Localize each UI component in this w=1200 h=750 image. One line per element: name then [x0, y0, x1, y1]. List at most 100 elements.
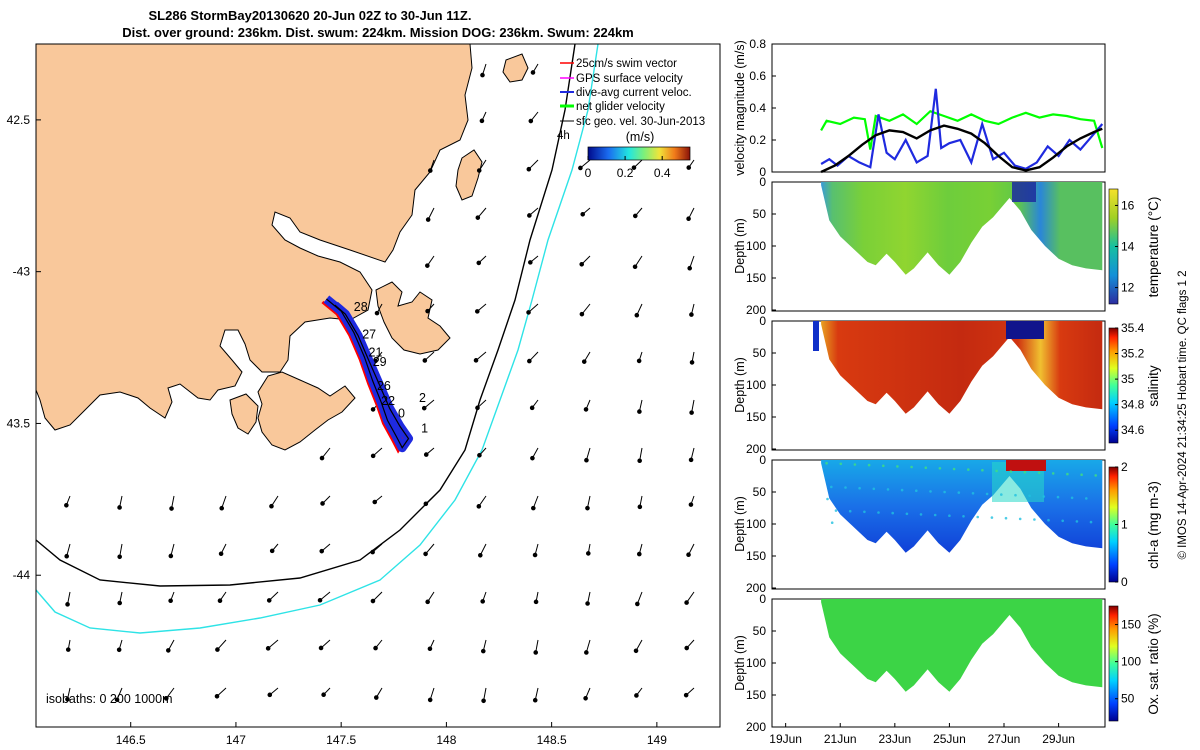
- map-xtick-label: 147: [226, 733, 246, 747]
- chl-speckle: [1018, 517, 1022, 521]
- velocity-ytick-label: 0: [759, 165, 766, 179]
- map-xtick-label: 147.5: [326, 733, 356, 747]
- depth-tick-label: 0: [759, 175, 766, 189]
- depth-tick-label: 150: [746, 688, 766, 702]
- day-label: 0: [398, 406, 405, 420]
- legend-swim: 25cm/s swim vector: [576, 58, 677, 70]
- salinity-colorbar-ticks: 34.6 34.8 35 35.2 35.4: [1115, 321, 1145, 437]
- sfc-vector-head: [688, 502, 694, 507]
- sfc-vector-head: [529, 405, 535, 411]
- chl-speckle: [1047, 518, 1050, 522]
- colorbar-tick-label: 150: [1121, 618, 1141, 632]
- sfc-vector-head: [373, 645, 378, 651]
- land-maria-island: [455, 149, 483, 201]
- chl-speckle: [971, 492, 975, 495]
- chl-speckle: [826, 497, 829, 501]
- chl-speckle: [891, 511, 894, 515]
- map-colorbar-ticks: 0 0.2 0.4: [585, 156, 671, 180]
- sfc-vector-head: [686, 165, 692, 170]
- chl-speckle: [844, 486, 847, 489]
- sfc-vector-head: [686, 216, 691, 222]
- depth-tick-label: 100: [746, 378, 766, 392]
- velocity-ytick-label: 0.4: [749, 101, 766, 115]
- map-ytick-label: -43: [13, 265, 31, 279]
- sfc-vector-head: [533, 599, 539, 605]
- sfc-vector-head: [687, 265, 692, 271]
- sfc-vector-head: [114, 697, 120, 703]
- chl-ylabel: Depth (m): [733, 496, 747, 552]
- sfc-vector-head: [421, 405, 427, 411]
- sfc-vector-head: [425, 308, 430, 314]
- chl-speckle: [938, 467, 942, 470]
- chl-speckle: [839, 462, 843, 466]
- sfc-vector-head: [584, 650, 589, 655]
- colorbar-tick-label: 34.8: [1121, 398, 1145, 412]
- sfc-vector-head: [476, 260, 482, 266]
- map-xtick-label: 148.5: [537, 733, 567, 747]
- colorbar-tick-label: 1: [1121, 518, 1128, 532]
- sfc-vector-head: [116, 647, 122, 653]
- isobath-1000m: [36, 44, 599, 634]
- sfc-vector-head: [422, 358, 428, 363]
- sfc-vector-head: [480, 72, 485, 78]
- sfc-vector-head: [684, 600, 689, 605]
- sfc-vector-head: [64, 553, 69, 559]
- sfc-vector-head: [634, 312, 640, 318]
- salinity-field: [821, 321, 1103, 414]
- chl-speckle: [825, 461, 828, 465]
- chl-speckle: [858, 486, 861, 490]
- chl-speckle: [957, 491, 961, 494]
- sfc-vector-head: [65, 647, 71, 652]
- sfc-vector-head: [585, 551, 591, 556]
- day-label: 27: [362, 327, 376, 341]
- sfc-vector-head: [321, 692, 326, 697]
- sfc-vector-head: [526, 166, 532, 172]
- sfc-vector-head: [425, 263, 430, 268]
- chl-speckle: [985, 492, 989, 496]
- velocity-ytick-label: 0.6: [749, 69, 766, 83]
- sfc-vector-head: [689, 410, 694, 415]
- chl-speckle: [910, 465, 913, 469]
- day-label: 29: [373, 355, 387, 369]
- sfc-vector-head: [636, 551, 642, 557]
- sfc-vector-head: [689, 312, 694, 317]
- map-frame: [35, 43, 721, 728]
- temperature-panel: 0 50 100 150 200 Depth (m) 12 14 16 temperatur…: [733, 175, 1161, 317]
- chl-speckle: [834, 509, 838, 512]
- chl-speckle: [1033, 518, 1036, 521]
- chl-speckle: [1009, 470, 1013, 473]
- time-xtick-label: 25Jun: [933, 732, 966, 746]
- chl-speckle: [872, 487, 876, 491]
- temperature-cold-patch: [1012, 182, 1036, 202]
- temperature-colorbar-ticks: 12 14 16: [1115, 198, 1135, 295]
- sfc-vector-head: [370, 407, 376, 412]
- sfc-vector-head: [528, 260, 533, 265]
- time-xtick-label: 29Jun: [1042, 732, 1075, 746]
- sfc-vector-head: [688, 457, 694, 463]
- sfc-vector-head: [585, 601, 590, 606]
- velocity-series-line: [820, 124, 1103, 174]
- sfc-vector-head: [370, 598, 376, 604]
- chl-speckle: [1023, 470, 1027, 474]
- salinity-colorbar: [1108, 327, 1119, 444]
- sfc-vector-head: [265, 646, 271, 651]
- sfc-vector-head: [318, 645, 324, 651]
- sfc-vector-head: [480, 599, 485, 604]
- legend-net: net glider velocity: [576, 101, 665, 113]
- time-x-ticks: 19Jun 21Jun 23Jun 25Jun 27Jun 29Jun: [769, 723, 1075, 746]
- sfc-vector-head: [635, 601, 640, 607]
- sfc-vector-head: [579, 311, 585, 317]
- chl-speckle: [976, 515, 979, 519]
- sfc-vector-head: [481, 698, 486, 704]
- map-colorbar-unit: (m/s): [626, 130, 654, 144]
- chl-speckle: [863, 510, 866, 514]
- salinity-panel: 0 50 100 150 200 Depth (m) 34.6 34.8 35 35.2 35.…: [733, 314, 1161, 456]
- chl-speckle: [877, 511, 880, 514]
- temperature-clabel: temperature (°C): [1146, 197, 1161, 298]
- map-colorbar: [587, 146, 691, 161]
- sfc-vector-head: [683, 692, 689, 698]
- sfc-vector-head: [319, 455, 325, 461]
- sfc-vector-head: [632, 264, 638, 270]
- chl-speckle: [995, 469, 998, 473]
- chl-speckle: [900, 488, 904, 492]
